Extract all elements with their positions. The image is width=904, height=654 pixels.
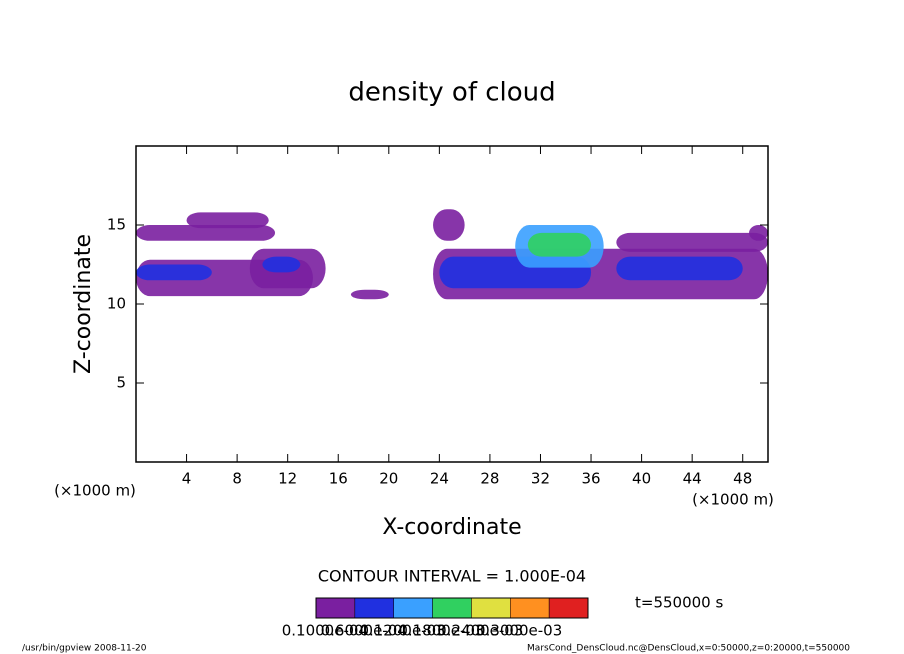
x-tick-label: 12 [278, 470, 297, 488]
x-tick-label: 4 [182, 470, 192, 488]
y-unit: (×1000 m) [54, 482, 136, 500]
y-tick-label: 15 [107, 216, 126, 234]
cloud-region [350, 289, 389, 300]
time-label: t=550000 s [635, 594, 723, 612]
colorbar-cell [510, 597, 550, 619]
cloud-region [433, 209, 465, 241]
colorbar-cell [354, 597, 394, 619]
y-axis-label: Z-coordinate [71, 234, 96, 374]
x-tick-label: 16 [329, 470, 348, 488]
cloud-region [527, 232, 592, 257]
colorbar-frame [315, 597, 589, 619]
x-tick-label: 28 [480, 470, 499, 488]
cloud-region [262, 256, 301, 273]
x-tick-label: 36 [581, 470, 600, 488]
x-tick-label: 20 [379, 470, 398, 488]
cloud-region [136, 225, 276, 241]
x-axis-label: X-coordinate [382, 515, 521, 540]
footer-right: MarsCond_DensCloud.nc@DensCloud,x=0:5000… [527, 644, 850, 654]
colorbar-cell [315, 597, 356, 619]
contour-regions [136, 209, 768, 300]
cloud-region [136, 264, 212, 281]
x-tick-label: 32 [531, 470, 550, 488]
x-tick-label: 44 [683, 470, 702, 488]
x-tick-label: 40 [632, 470, 651, 488]
cloud-region [616, 256, 743, 281]
colorbar-label: 0.1800e-03 [398, 622, 484, 640]
footer-left: /usr/bin/gpview 2008-11-20 [22, 644, 147, 654]
colorbar-label: 0.1200e-03 [359, 622, 445, 640]
cloud-region [749, 225, 768, 241]
x-tick-label: 24 [430, 470, 449, 488]
colorbar-label: 0.2400e-03 [437, 622, 523, 640]
plot-frame [135, 145, 769, 463]
colorbar-label: 0.1000e-04 [282, 622, 368, 640]
cloud-region [186, 212, 269, 229]
y-tick-label: 10 [107, 295, 126, 313]
y-tick-label: 5 [116, 374, 126, 392]
colorbar-cell [471, 597, 511, 619]
x-unit: (×1000 m) [692, 491, 774, 509]
colorbar-label: 0.6000e-04 [321, 622, 407, 640]
colorbar-cell [393, 597, 433, 619]
chart-title: density of cloud [348, 78, 555, 108]
colorbar-cell [548, 597, 589, 619]
x-tick-label: 8 [232, 470, 242, 488]
colorbar-label: 0.3000e-03 [476, 622, 562, 640]
cloud-region [616, 232, 768, 252]
x-tick-label: 48 [733, 470, 752, 488]
colorbar-cell [432, 597, 472, 619]
contour-interval: CONTOUR INTERVAL = 1.000E-04 [318, 567, 586, 586]
